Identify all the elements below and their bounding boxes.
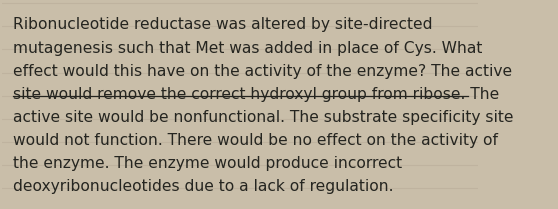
Text: site would remove the correct hydroxyl group from ribose. The: site would remove the correct hydroxyl g… bbox=[13, 87, 499, 102]
Text: deoxyribonucleotides due to a lack of regulation.: deoxyribonucleotides due to a lack of re… bbox=[13, 180, 393, 194]
Text: the enzyme. The enzyme would produce incorrect: the enzyme. The enzyme would produce inc… bbox=[13, 156, 402, 171]
Text: mutagenesis such that Met was added in place of Cys. What: mutagenesis such that Met was added in p… bbox=[13, 41, 482, 56]
Text: effect would this have on the activity of the enzyme? The active: effect would this have on the activity o… bbox=[13, 64, 512, 79]
Text: would not function. There would be no effect on the activity of: would not function. There would be no ef… bbox=[13, 133, 498, 148]
Text: Ribonucleotide reductase was altered by site-directed: Ribonucleotide reductase was altered by … bbox=[13, 17, 432, 32]
Text: active site would be nonfunctional. The substrate specificity site: active site would be nonfunctional. The … bbox=[13, 110, 513, 125]
